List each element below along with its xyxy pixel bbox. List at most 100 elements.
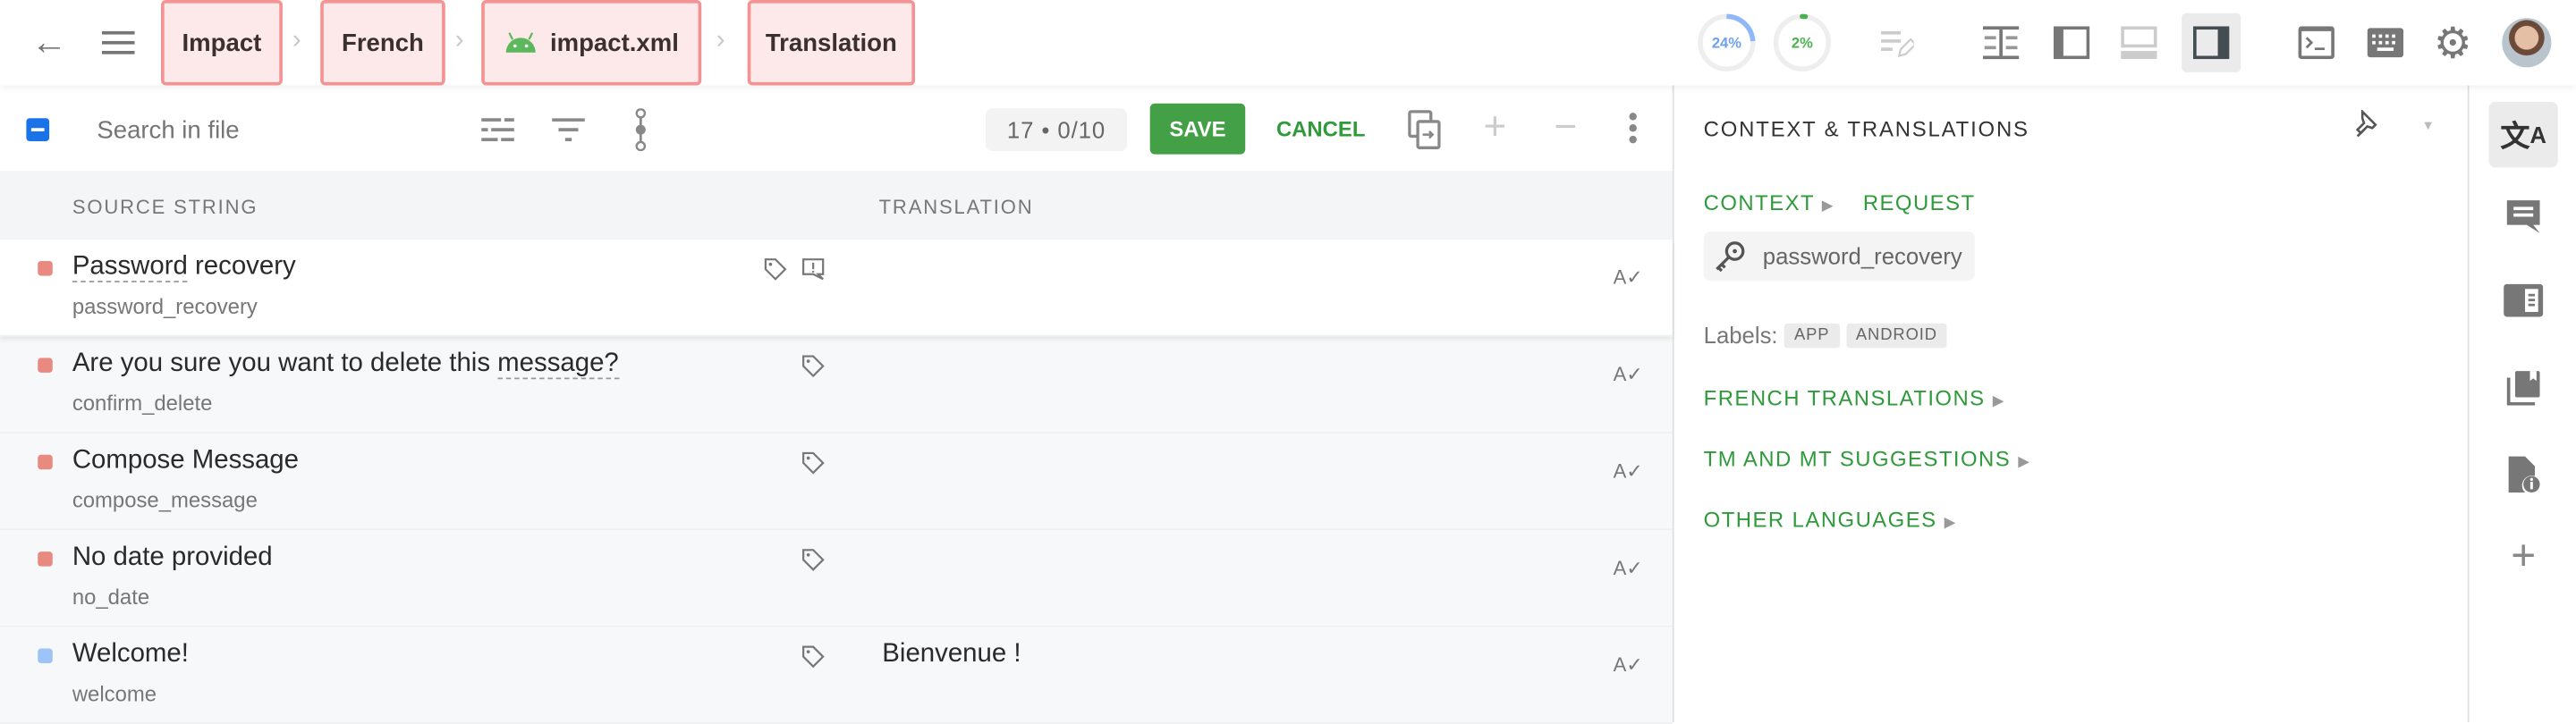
glossary-icon[interactable] — [2504, 281, 2544, 320]
progress-approved[interactable]: 2% — [1773, 13, 1832, 72]
source-text: No date provided — [72, 543, 273, 572]
source-text: Welcome! — [72, 640, 189, 669]
source-text: Compose Message — [72, 446, 299, 475]
layout-sidebar-right-icon — [2192, 26, 2230, 60]
layout-table-icon[interactable] — [1981, 23, 2021, 63]
source-text: Password recovery — [72, 252, 296, 282]
caret-right-icon: ▶ — [2018, 452, 2031, 470]
section-other-languages[interactable]: OTHER LANGUAGES ▶ — [1704, 508, 1957, 533]
search-input[interactable] — [81, 108, 444, 151]
layout-bottom-icon[interactable] — [2119, 23, 2158, 63]
comments-icon[interactable] — [2504, 197, 2543, 236]
breadcrumb-label: Translation — [765, 29, 897, 57]
table-header: SOURCE STRING TRANSLATION — [0, 171, 1673, 240]
breadcrumb-file[interactable]: impact.xml — [481, 0, 702, 86]
string-key: confirm_delete — [72, 391, 213, 416]
spellcheck-icon[interactable]: A✓ — [1613, 459, 1643, 483]
tag-icon[interactable] — [800, 450, 826, 476]
breadcrumb-label: French — [342, 29, 424, 57]
column-translation: TRANSLATION — [878, 195, 1034, 219]
request-context-link[interactable]: REQUEST — [1862, 190, 1976, 215]
breadcrumb-label: impact.xml — [549, 29, 679, 57]
plus-icon[interactable]: + — [1483, 105, 1507, 150]
table-row[interactable]: Are you sure you want to delete this mes… — [0, 336, 1673, 434]
tag-icon[interactable] — [800, 547, 826, 573]
column-source: SOURCE STRING — [72, 195, 258, 219]
chevron-right-icon: › — [292, 26, 301, 55]
key-icon — [1716, 241, 1745, 273]
translation-memory-icon[interactable] — [2504, 367, 2543, 407]
breadcrumb-view[interactable]: Translation — [747, 0, 916, 86]
source-string: Are you sure you want to delete this mes… — [72, 349, 619, 380]
section-tm-mt-suggestions[interactable]: TM AND MT SUGGESTIONS ▶ — [1704, 447, 2031, 472]
label-chip[interactable]: APP — [1784, 322, 1840, 348]
spellcheck-icon[interactable]: A✓ — [1613, 362, 1643, 386]
status-indicator — [38, 454, 53, 470]
progress-translated[interactable]: 24% — [1697, 13, 1756, 72]
terminal-icon[interactable] — [2297, 23, 2336, 63]
status-indicator — [38, 648, 53, 664]
dropdown-arrow-icon[interactable]: ▼ — [2421, 117, 2435, 132]
spellcheck-icon[interactable]: A✓ — [1613, 265, 1643, 290]
section-label: FRENCH TRANSLATIONS — [1703, 385, 1986, 411]
panel-title: CONTEXT & TRANSLATIONS — [1703, 116, 2029, 141]
back-arrow-icon[interactable]: ← — [30, 21, 68, 63]
file-info-icon[interactable] — [2504, 453, 2543, 496]
tag-icon[interactable] — [800, 353, 826, 379]
add-panel-icon[interactable]: + — [2511, 529, 2537, 579]
editor-toolbar: 17 • 0/10 SAVE CANCEL + − — [0, 85, 1673, 172]
translation-text[interactable]: Bienvenue ! — [882, 640, 1021, 669]
section-french-translations[interactable]: FRENCH TRANSLATIONS ▶ — [1704, 386, 2005, 411]
breadcrumb-language[interactable]: French — [320, 0, 445, 86]
string-counter: 17 • 0/10 — [986, 108, 1127, 151]
tag-icon[interactable] — [800, 644, 826, 669]
table-row[interactable]: Password recovery password_recovery A✓ — [0, 240, 1673, 337]
pin-icon[interactable] — [2351, 108, 2384, 141]
copy-source-icon[interactable] — [1404, 108, 1444, 151]
caret-right-icon: ▶ — [1821, 197, 1835, 214]
progress-arc — [1773, 13, 1832, 72]
labels-caption: Labels: — [1703, 321, 1778, 349]
table-row[interactable]: Welcome! welcome Bienvenue ! A✓ — [0, 627, 1673, 724]
tune-sliders-icon[interactable] — [478, 110, 517, 149]
tag-icon[interactable] — [762, 257, 788, 282]
strings-panel: 17 • 0/10 SAVE CANCEL + − SOURCE STRING … — [0, 85, 1673, 724]
source-text: Are you sure you want to delete this mes… — [72, 349, 619, 380]
string-key: compose_message — [72, 487, 258, 513]
chevron-right-icon: › — [716, 26, 725, 55]
breadcrumb-project[interactable]: Impact — [160, 0, 283, 86]
label-chip[interactable]: ANDROID — [1845, 322, 1948, 348]
context-label: CONTEXT — [1703, 190, 1815, 215]
spellcheck-icon[interactable]: A✓ — [1613, 556, 1643, 580]
caret-right-icon: ▶ — [1992, 391, 2005, 409]
key-name: password_recovery — [1762, 242, 1962, 270]
filter-icon[interactable] — [548, 110, 588, 149]
status-indicator — [38, 261, 53, 276]
android-icon — [505, 32, 536, 53]
table-row[interactable]: No date provided no_date A✓ — [0, 530, 1673, 627]
top-bar: ← Impact › French › impact.xml › Transla… — [0, 0, 2576, 86]
save-button[interactable]: SAVE — [1149, 103, 1246, 155]
keyboard-icon[interactable] — [2366, 23, 2405, 63]
context-tab[interactable]: CONTEXT ▶ — [1704, 190, 1835, 215]
layout-sidebar-right-button[interactable] — [2182, 13, 2241, 72]
spellcheck-icon[interactable]: A✓ — [1613, 653, 1643, 677]
issue-comment-icon[interactable] — [800, 257, 826, 282]
user-avatar[interactable] — [2502, 18, 2552, 68]
minus-icon[interactable]: − — [1554, 105, 1578, 150]
string-key: welcome — [72, 681, 157, 706]
edit-list-icon[interactable] — [1877, 23, 1917, 63]
table-row[interactable]: Compose Message compose_message A✓ — [0, 433, 1673, 531]
settings-gear-icon[interactable]: ⚙ — [2433, 17, 2472, 67]
workflow-steps-icon[interactable] — [621, 108, 660, 151]
section-label: TM AND MT SUGGESTIONS — [1703, 446, 2012, 472]
source-string: Welcome! — [72, 640, 189, 669]
more-vertical-icon[interactable] — [1614, 108, 1653, 147]
menu-icon[interactable] — [98, 23, 138, 63]
select-all-checkbox[interactable] — [26, 118, 50, 141]
source-string: Compose Message — [72, 447, 299, 476]
layout-sidebar-left-icon[interactable] — [2052, 23, 2091, 63]
cancel-button[interactable]: CANCEL — [1265, 104, 1377, 155]
